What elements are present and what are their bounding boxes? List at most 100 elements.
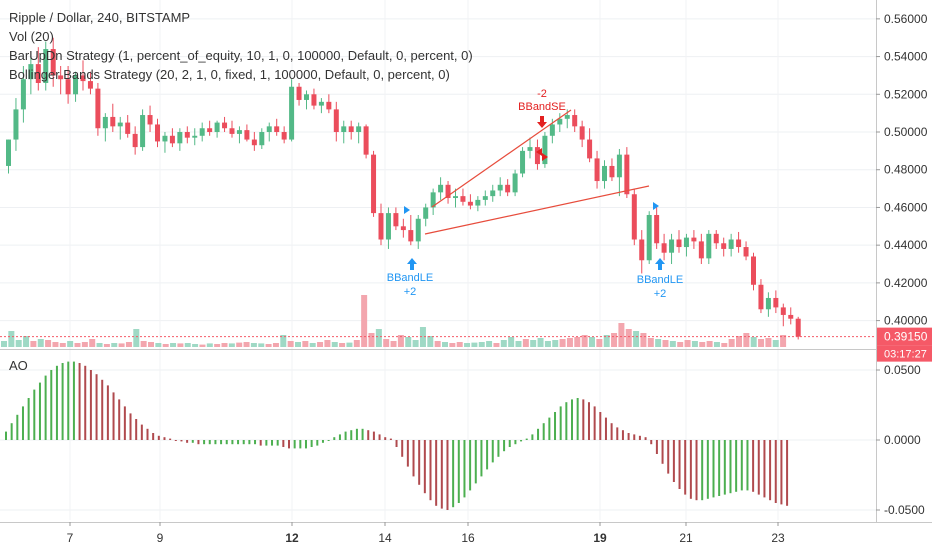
candle-body bbox=[50, 49, 56, 76]
volume-bar bbox=[103, 344, 110, 347]
ao-bar bbox=[84, 365, 87, 440]
ao-bar bbox=[242, 440, 245, 445]
symbol-legend[interactable]: Ripple / Dollar, 240, BITSTAMP bbox=[9, 10, 191, 25]
signal-qty: +2 bbox=[654, 288, 667, 300]
ao-bar bbox=[282, 440, 285, 447]
ao-bar bbox=[231, 440, 234, 445]
countdown-badge bbox=[877, 345, 932, 362]
candle-body bbox=[572, 115, 578, 127]
candle-body bbox=[631, 194, 637, 240]
ao-bar bbox=[667, 440, 670, 474]
ao-bar bbox=[157, 435, 160, 440]
candle-body bbox=[430, 192, 436, 208]
ao-bar bbox=[463, 440, 466, 498]
countdown-label: 03:17:27 bbox=[884, 349, 927, 361]
candle-body bbox=[415, 218, 421, 242]
candle-body bbox=[13, 109, 19, 140]
ao-bar bbox=[497, 440, 500, 457]
time-axis-panel[interactable] bbox=[0, 522, 932, 550]
signal-label: BBandLE bbox=[637, 274, 683, 286]
volume-bar bbox=[655, 339, 662, 347]
ao-bar bbox=[712, 440, 715, 498]
ao-bar bbox=[491, 440, 494, 463]
ao-bar bbox=[225, 440, 228, 445]
volume-bar bbox=[96, 343, 103, 347]
volume-bar bbox=[177, 343, 184, 347]
ao-bar bbox=[259, 440, 262, 446]
ao-bar bbox=[554, 412, 557, 440]
price-tick-label: 0.56000 bbox=[884, 12, 928, 26]
long-arrow-icon bbox=[407, 258, 417, 270]
volume-bar bbox=[317, 342, 324, 347]
volume-bar bbox=[552, 340, 559, 347]
volume-bar bbox=[346, 342, 353, 347]
ao-bar bbox=[112, 392, 115, 440]
candle-body bbox=[706, 233, 712, 259]
volume-bar bbox=[449, 343, 456, 347]
ao-bar bbox=[140, 424, 143, 440]
ao-bar bbox=[344, 431, 347, 440]
ao-bar bbox=[129, 413, 132, 440]
volume-bar bbox=[302, 341, 309, 347]
volume-bar bbox=[52, 342, 59, 347]
ao-bar bbox=[718, 440, 721, 496]
ao-bar bbox=[101, 379, 104, 440]
ao-bar bbox=[746, 440, 749, 491]
volume-legend[interactable]: Vol (20) bbox=[9, 29, 54, 44]
candle-body bbox=[199, 128, 205, 136]
volume-bar bbox=[140, 341, 147, 347]
price-axis-panel[interactable] bbox=[876, 0, 932, 550]
volume-bar bbox=[750, 337, 757, 347]
ao-bar bbox=[701, 440, 704, 501]
ao-bar bbox=[457, 440, 460, 503]
ao-layer bbox=[5, 361, 789, 510]
candle-body bbox=[147, 115, 153, 125]
ao-bar bbox=[350, 430, 353, 440]
barupdn-strategy-legend[interactable]: BarUpDn Strategy (1, percent_of_equity, … bbox=[9, 48, 473, 63]
candle-body bbox=[289, 86, 295, 140]
ao-bar bbox=[548, 417, 551, 440]
ao-bar bbox=[220, 440, 223, 445]
candle-body bbox=[244, 130, 250, 140]
candle-body bbox=[110, 116, 116, 127]
volume-bar bbox=[59, 343, 66, 347]
ao-bar bbox=[621, 430, 624, 440]
volume-bar bbox=[287, 341, 294, 347]
volume-bar bbox=[596, 339, 603, 347]
ao-bar bbox=[180, 440, 183, 442]
candle-body bbox=[780, 307, 786, 315]
candle-body bbox=[20, 79, 26, 110]
candle-body bbox=[587, 139, 593, 159]
ao-bar bbox=[50, 370, 53, 440]
current-price-badge bbox=[877, 327, 932, 346]
candle-body bbox=[453, 196, 458, 199]
candle-body bbox=[751, 256, 756, 285]
candle-body bbox=[728, 239, 734, 249]
candle-body bbox=[95, 88, 101, 129]
ao-bar bbox=[452, 440, 455, 508]
volume-bar bbox=[162, 344, 169, 347]
ao-legend[interactable]: AO bbox=[9, 358, 28, 373]
candle-body bbox=[505, 184, 511, 193]
price-tick-label: 0.54000 bbox=[884, 50, 928, 64]
ao-bar bbox=[16, 414, 19, 440]
candle-body bbox=[795, 318, 801, 337]
volume-bar bbox=[67, 341, 74, 347]
ao-bar bbox=[333, 437, 336, 440]
ao-bar bbox=[729, 440, 732, 494]
candle-body bbox=[6, 139, 11, 166]
ao-bar bbox=[163, 437, 166, 440]
ao-tick-label: -0.0500 bbox=[884, 503, 925, 517]
ao-bar bbox=[520, 440, 523, 442]
volume-bar bbox=[537, 338, 544, 347]
volume-bar bbox=[611, 333, 618, 347]
entry-marker bbox=[653, 202, 659, 210]
bollinger-strategy-legend[interactable]: Bollinger Bands Strategy (20, 2, 1, 0, f… bbox=[9, 67, 450, 82]
volume-bar bbox=[324, 340, 331, 347]
ao-bar bbox=[638, 435, 641, 440]
ao-bar bbox=[423, 440, 426, 494]
volume-bar bbox=[353, 340, 360, 347]
candle-body bbox=[281, 132, 287, 140]
ao-bar bbox=[67, 361, 70, 440]
ao-bar bbox=[769, 440, 772, 501]
